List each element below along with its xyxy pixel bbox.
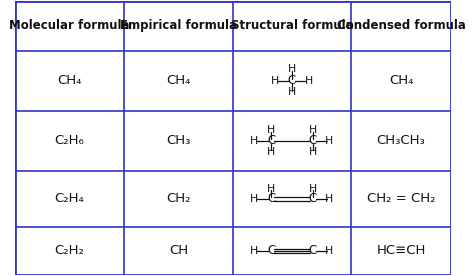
- Text: C: C: [309, 134, 317, 147]
- Text: CH₂: CH₂: [166, 192, 191, 205]
- Text: H: H: [325, 194, 334, 204]
- Text: CH₄: CH₄: [166, 74, 191, 87]
- Text: C₂H₄: C₂H₄: [55, 192, 84, 205]
- Text: CH₃: CH₃: [166, 134, 191, 147]
- Text: C: C: [267, 245, 275, 258]
- Text: H: H: [250, 246, 258, 256]
- Text: H: H: [325, 136, 334, 146]
- Text: CH₂ = CH₂: CH₂ = CH₂: [367, 192, 435, 205]
- Text: H: H: [309, 184, 317, 194]
- Text: H: H: [271, 76, 280, 86]
- Text: H: H: [267, 147, 275, 157]
- Text: CH: CH: [169, 245, 188, 258]
- Text: C: C: [267, 192, 275, 205]
- Text: Molecular formula: Molecular formula: [9, 19, 130, 32]
- Text: CH₃CH₃: CH₃CH₃: [376, 134, 425, 147]
- Text: H: H: [250, 194, 258, 204]
- Text: Structural formula: Structural formula: [231, 19, 353, 32]
- Text: Condensed formula: Condensed formula: [337, 19, 465, 32]
- Text: H: H: [288, 64, 296, 74]
- Text: C₂H₆: C₂H₆: [55, 134, 84, 147]
- Text: C: C: [288, 74, 296, 87]
- Text: H: H: [250, 136, 258, 146]
- Text: H: H: [309, 125, 317, 135]
- Text: C: C: [309, 245, 317, 258]
- Text: H: H: [304, 76, 313, 86]
- Text: Empirical formula: Empirical formula: [120, 19, 237, 32]
- Text: H: H: [325, 246, 334, 256]
- Text: CH₄: CH₄: [389, 74, 413, 87]
- Text: H: H: [267, 184, 275, 194]
- Text: C₂H₂: C₂H₂: [55, 245, 84, 258]
- Text: C: C: [309, 192, 317, 205]
- Text: CH₄: CH₄: [57, 74, 82, 87]
- Text: H: H: [288, 87, 296, 97]
- Text: H: H: [309, 147, 317, 157]
- Text: HC≡CH: HC≡CH: [376, 245, 426, 258]
- Text: C: C: [267, 134, 275, 147]
- Text: H: H: [267, 125, 275, 135]
